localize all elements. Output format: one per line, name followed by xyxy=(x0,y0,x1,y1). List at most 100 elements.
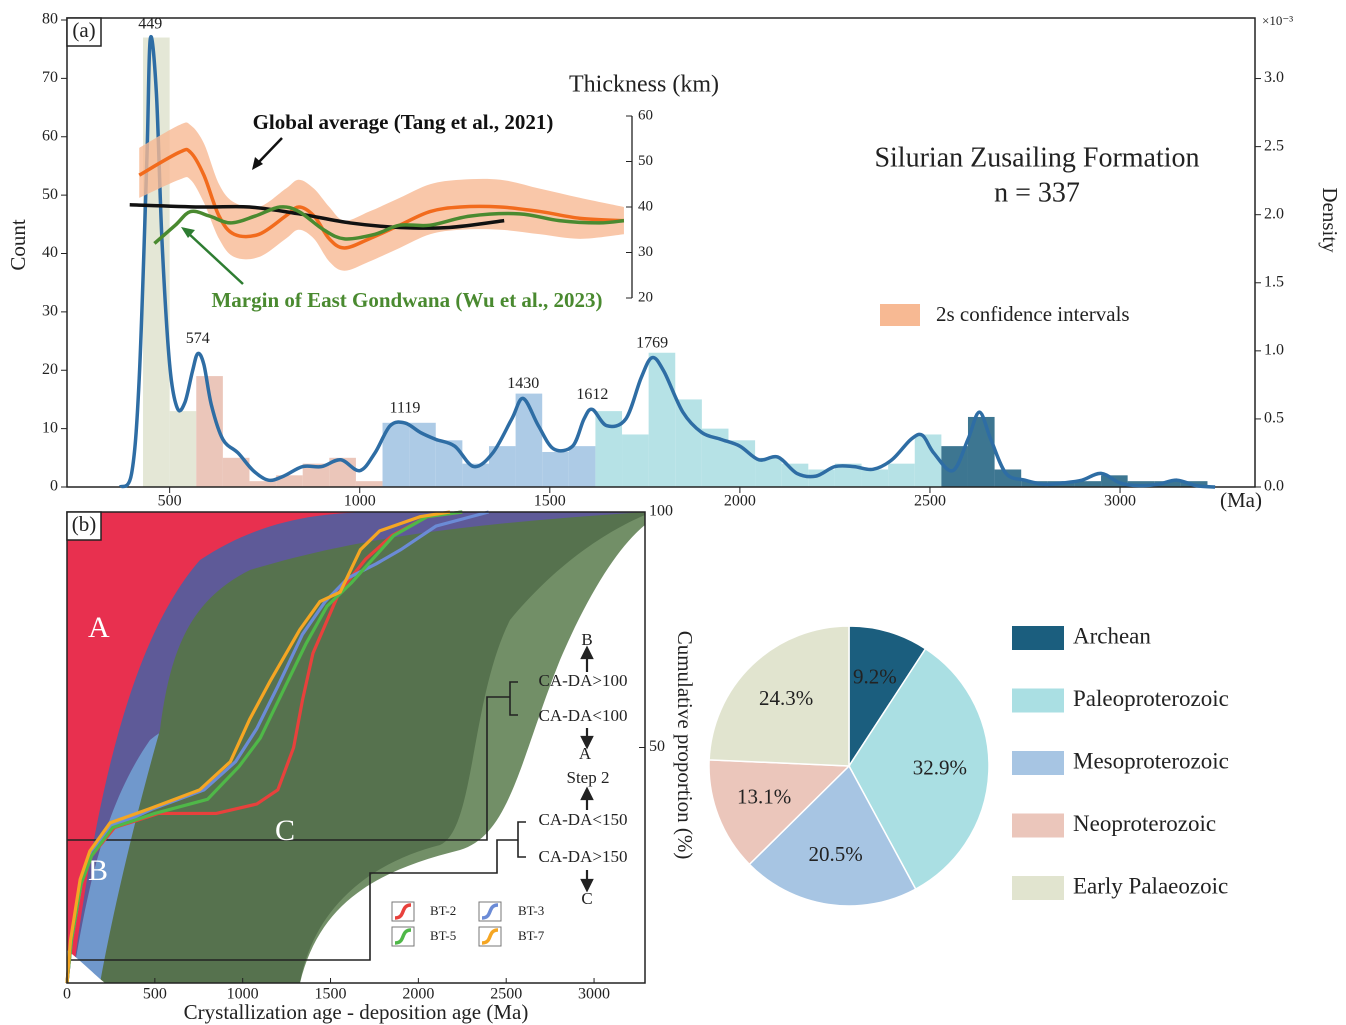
bar xyxy=(888,463,915,487)
legend-label: Neoproterozoic xyxy=(1073,811,1216,836)
x-tick-label: 2500 xyxy=(490,986,522,1003)
arrow-head xyxy=(580,786,594,801)
chart-subtitle: n = 337 xyxy=(994,177,1080,208)
y-axis-title: Cumulative proportion (%) xyxy=(673,631,697,860)
y2-tick-label: 0.5 xyxy=(1264,410,1284,427)
x-tick-label: 3000 xyxy=(1104,493,1136,510)
panel-label: (b) xyxy=(72,512,97,536)
y-tick-label: 40 xyxy=(42,244,58,261)
y-tick-label: 20 xyxy=(42,361,58,378)
y-tick-label: 100 xyxy=(649,503,673,520)
field-label: C xyxy=(275,814,295,847)
inset-arrows xyxy=(181,137,283,285)
y-tick-label: 70 xyxy=(42,69,58,86)
field-blank xyxy=(67,950,105,983)
series-line xyxy=(65,510,451,984)
y2-tick-label: 2.5 xyxy=(1264,137,1284,154)
step-line xyxy=(67,696,510,841)
annotation: Step 2 xyxy=(567,768,610,787)
annotation: CA-DA<100 xyxy=(539,706,628,725)
bar xyxy=(808,469,835,487)
y-tick-label: 30 xyxy=(42,303,58,320)
y-tick-label: 60 xyxy=(638,107,653,123)
legend-swatch xyxy=(1012,876,1064,900)
bar xyxy=(568,446,596,487)
peak-label: 1119 xyxy=(390,400,421,417)
bar xyxy=(755,457,782,487)
x-tick-label: 2000 xyxy=(724,493,756,510)
x-tick-label: 2000 xyxy=(402,986,434,1003)
series-line xyxy=(129,202,505,230)
bar xyxy=(1074,481,1102,487)
bar xyxy=(462,463,489,487)
x-tick-label: 1000 xyxy=(227,986,259,1003)
bar xyxy=(994,469,1022,487)
legend-label: Paleoproterozoic xyxy=(1073,686,1229,711)
pie-value-label: 32.9% xyxy=(913,756,967,780)
pie-slice xyxy=(848,647,990,891)
y-tick-label: 50 xyxy=(638,153,653,169)
inset-title: Thickness (km) xyxy=(569,72,719,98)
peak-label: 1430 xyxy=(507,375,539,392)
bar xyxy=(249,481,277,487)
y2-axis-title: Density xyxy=(1318,187,1342,253)
y-tick-label: 20 xyxy=(638,289,653,305)
annotation: CA-DA<150 xyxy=(539,810,628,829)
bar xyxy=(675,399,702,487)
bar xyxy=(276,475,303,487)
pie-value-label: 9.2% xyxy=(853,665,897,689)
fields xyxy=(67,512,645,983)
y2-tick-label: 0.0 xyxy=(1264,478,1284,495)
bar xyxy=(622,434,649,487)
annotation: CA-DA>100 xyxy=(539,671,628,690)
peak-label: 1769 xyxy=(636,334,668,351)
step-arrows xyxy=(580,645,594,893)
y2-tick-label: 1.0 xyxy=(1264,342,1284,359)
legend-label: Mesoproterozoic xyxy=(1073,748,1229,773)
peak-label: 1612 xyxy=(576,386,608,403)
band-legend-label: 2s confidence intervals xyxy=(936,302,1130,326)
x-tick-label: 2500 xyxy=(914,493,946,510)
band-legend-swatch xyxy=(880,304,920,326)
y-tick-label: 80 xyxy=(42,11,58,28)
y-tick-label: 30 xyxy=(638,244,653,260)
x-tick-label: 1500 xyxy=(534,493,566,510)
legend-icon-line xyxy=(481,928,499,945)
y-tick-label: 50 xyxy=(649,738,665,755)
pie-value-label: 24.3% xyxy=(759,686,813,710)
legend-swatch xyxy=(1012,751,1064,775)
legend-label: BT-7 xyxy=(518,928,545,943)
peak-label: 449 xyxy=(138,16,162,33)
field-blank xyxy=(300,525,645,983)
legend-label: BT-2 xyxy=(430,903,456,918)
annotation: B xyxy=(581,630,592,649)
pie-slice xyxy=(708,759,851,866)
arrow xyxy=(187,232,244,285)
series-line xyxy=(153,205,625,245)
arrow-head xyxy=(580,735,594,750)
step-bracket xyxy=(517,821,526,858)
annotation: A xyxy=(579,744,592,763)
bar xyxy=(302,463,330,487)
y2-tick-label: 2.0 xyxy=(1264,205,1284,222)
annotation: C xyxy=(581,889,592,908)
y-tick-label: 0 xyxy=(50,478,58,495)
bar xyxy=(542,451,569,487)
x-tick-label: 500 xyxy=(143,986,167,1003)
legend-swatch xyxy=(1012,813,1064,838)
legend-label: BT-3 xyxy=(518,903,544,918)
annotation: CA-DA>150 xyxy=(539,847,628,866)
arrow-head xyxy=(580,878,594,893)
arrow-head xyxy=(580,645,594,660)
field-label: B xyxy=(88,854,108,887)
pie-value-label: 13.1% xyxy=(737,785,791,809)
legend-label: Early Palaeozoic xyxy=(1073,873,1228,898)
x-tick-label: 1500 xyxy=(315,986,347,1003)
y-tick-label: 40 xyxy=(638,198,653,214)
panel-label-box xyxy=(66,511,102,541)
step-bracket xyxy=(509,681,518,716)
y-tick-label: 60 xyxy=(42,127,58,144)
y2-tick-label: 1.5 xyxy=(1264,273,1284,290)
plot-frame xyxy=(66,17,1256,488)
pie-slice xyxy=(748,764,917,907)
